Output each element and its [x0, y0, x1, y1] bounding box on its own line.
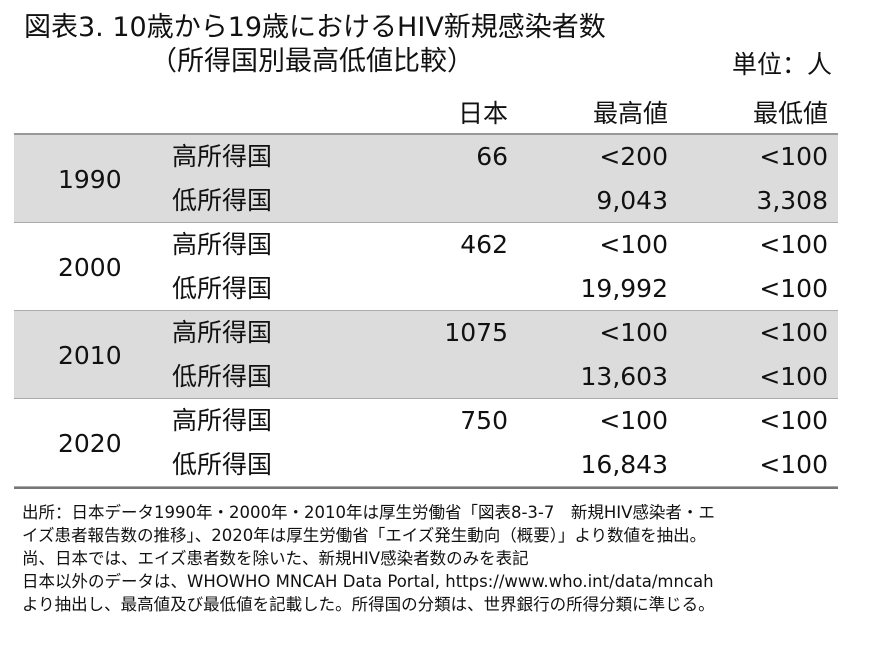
column-header: 最高値: [592, 99, 668, 128]
note: 日本以外のデータは、WHOWHO MNCAH Data Portal, http…: [22, 572, 714, 591]
year: 2010: [58, 341, 122, 370]
value: 16,843: [580, 450, 668, 479]
value: <100: [599, 230, 668, 259]
value: <100: [759, 450, 828, 479]
value: <100: [759, 318, 828, 347]
title: 図表3. 10歳から19歳におけるHIV新規感染者数: [24, 12, 606, 43]
income: 低所得国: [172, 450, 273, 479]
rule: [14, 222, 838, 223]
year: 1990: [58, 165, 122, 194]
column-header: 日本: [457, 99, 508, 128]
value: 9,043: [596, 186, 668, 215]
value: 3,308: [756, 186, 828, 215]
value: <100: [759, 142, 828, 171]
row-band: [14, 311, 838, 399]
income: 高所得国: [172, 406, 273, 435]
value: <100: [599, 406, 668, 435]
column-header: 最低値: [752, 99, 828, 128]
rule: [14, 487, 838, 489]
value: 1075: [444, 318, 508, 347]
subtitle: （所得国別最高低値比較）: [150, 46, 474, 77]
rule: [14, 398, 838, 399]
value: 19,992: [580, 274, 668, 303]
income: 高所得国: [172, 142, 273, 171]
value: <100: [759, 230, 828, 259]
value: 462: [460, 230, 508, 259]
value: <100: [759, 362, 828, 391]
unit: 単位：人: [731, 50, 832, 79]
value: <100: [599, 318, 668, 347]
note: 出所：日本データ1990年・2000年・2010年は厚生労働省「図表8-3-7 …: [22, 503, 715, 522]
income: 低所得国: [172, 362, 273, 391]
note: イズ患者報告数の推移」、2020年は厚生労働省「エイズ発生動向（概要）」より数値…: [22, 526, 707, 545]
note: 尚、日本では、エイズ患者数を除いた、新規HIV感染者数のみを表記: [22, 549, 529, 568]
rule: [14, 310, 838, 311]
value: <100: [759, 274, 828, 303]
value: <200: [599, 142, 668, 171]
value: <100: [759, 406, 828, 435]
value: 13,603: [580, 362, 668, 391]
rule: [14, 133, 838, 135]
income: 高所得国: [172, 230, 273, 259]
row-band: [14, 135, 838, 223]
year: 2000: [58, 253, 122, 282]
income: 低所得国: [172, 186, 273, 215]
year: 2020: [58, 429, 122, 458]
note: より抽出し、最高値及び最低値を記載した。所得国の分類は、世界銀行の所得分類に準じ…: [22, 595, 715, 614]
value: 66: [476, 142, 508, 171]
value: 750: [460, 406, 508, 435]
rule: [14, 486, 838, 487]
income: 高所得国: [172, 318, 273, 347]
income: 低所得国: [172, 274, 273, 303]
